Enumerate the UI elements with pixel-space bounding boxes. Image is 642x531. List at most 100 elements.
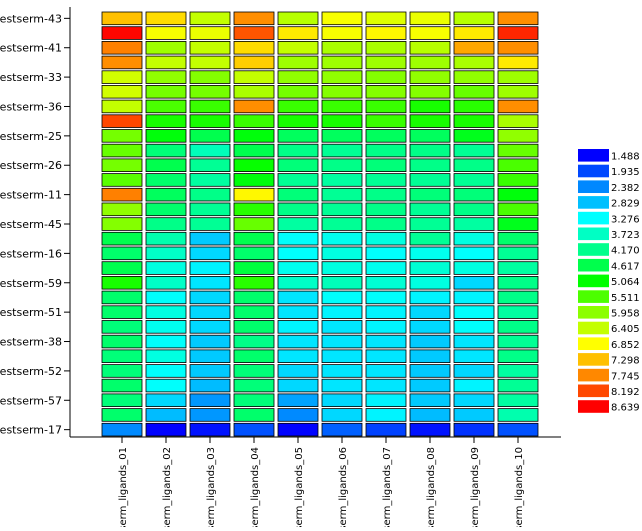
y-tick-label: testserm-16 <box>0 247 62 260</box>
legend-swatch <box>578 306 609 319</box>
heatmap-cell <box>233 231 275 246</box>
heatmap-cell <box>101 275 143 290</box>
legend-swatch <box>578 149 609 162</box>
heatmap-cell <box>497 11 539 26</box>
heatmap-cell <box>409 55 451 70</box>
heatmap-cell <box>321 55 363 70</box>
heatmap-cell <box>321 246 363 261</box>
heatmap-cell <box>145 187 187 202</box>
heatmap-cell <box>277 70 319 84</box>
heatmap-cell <box>453 85 495 99</box>
heatmap-cell <box>453 26 495 40</box>
heatmap-cell <box>409 408 451 422</box>
heatmap-cell <box>497 70 539 84</box>
heatmap-cell <box>453 11 495 26</box>
heatmap-cell <box>365 158 407 172</box>
heatmap-cell <box>409 187 451 202</box>
legend-label: 7.298 <box>611 356 640 367</box>
heatmap-cell <box>409 364 451 378</box>
heatmap-cell <box>145 364 187 378</box>
heatmap-cell <box>453 246 495 261</box>
heatmap-cell <box>145 246 187 261</box>
y-tick-label: testserm-38 <box>0 336 62 349</box>
heatmap-cell <box>189 158 231 172</box>
heatmap-cell <box>145 305 187 319</box>
x-tick-label: serm_ligands_10 <box>514 447 525 527</box>
heatmap-cell <box>497 349 539 363</box>
heatmap-cell <box>497 143 539 158</box>
heatmap-cell <box>101 187 143 202</box>
heatmap-cell <box>409 320 451 334</box>
heatmap-cell <box>233 290 275 305</box>
heatmap-cell <box>101 320 143 334</box>
heatmap-cell <box>277 173 319 187</box>
legend-label: 1.935 <box>611 167 640 178</box>
y-tick-label: testserm-33 <box>0 71 62 84</box>
heatmap-cell <box>189 41 231 55</box>
heatmap-cell <box>321 26 363 40</box>
legend-swatch <box>578 321 609 335</box>
heatmap-cell <box>233 55 275 70</box>
heatmap-cell <box>497 275 539 290</box>
heatmap-cell <box>365 55 407 70</box>
heatmap-cell <box>321 364 363 378</box>
heatmap-cell <box>233 349 275 363</box>
heatmap-cell <box>409 143 451 158</box>
heatmap-cell <box>365 290 407 305</box>
heatmap-cell <box>145 202 187 217</box>
y-tick-label: testserm-41 <box>0 42 62 55</box>
legend-label: 5.958 <box>611 309 640 320</box>
heatmap-cell <box>145 158 187 172</box>
heatmap-cell <box>365 422 407 437</box>
heatmap-cell <box>233 99 275 114</box>
y-tick-label: testserm-25 <box>0 130 62 143</box>
legend-swatch <box>578 384 609 398</box>
heatmap-cell <box>101 217 143 231</box>
heatmap-cell <box>189 290 231 305</box>
heatmap-cell <box>189 99 231 114</box>
heatmap-cell <box>233 320 275 334</box>
x-tick-label: serm_ligands_09 <box>470 447 481 527</box>
heatmap-cell <box>277 349 319 363</box>
heatmap-cell <box>321 158 363 172</box>
legend-label: 2.829 <box>611 199 640 210</box>
heatmap-cell <box>101 114 143 128</box>
heatmap-cell <box>277 246 319 261</box>
heatmap-cell <box>321 275 363 290</box>
heatmap-cell <box>101 408 143 422</box>
heatmap-cell <box>321 85 363 99</box>
heatmap-cell <box>145 143 187 158</box>
axes <box>69 7 561 438</box>
heatmap-cell <box>409 275 451 290</box>
y-tick-label: testserm-51 <box>0 306 62 319</box>
legend-label: 7.745 <box>611 371 640 382</box>
heatmap-cell <box>365 70 407 84</box>
heatmap-cell <box>409 378 451 393</box>
heatmap-cell <box>101 261 143 275</box>
heatmap-cell <box>277 231 319 246</box>
heatmap-cell <box>233 261 275 275</box>
heatmap-cell <box>453 143 495 158</box>
heatmap-cell <box>145 231 187 246</box>
heatmap-cell <box>277 129 319 143</box>
heatmap-cell <box>145 349 187 363</box>
heatmap-cell <box>277 334 319 349</box>
heatmap-cell <box>233 217 275 231</box>
heatmap-cell <box>497 231 539 246</box>
heatmap-cell <box>321 393 363 407</box>
heatmap-cell <box>101 349 143 363</box>
heatmap-cell <box>497 422 539 437</box>
heatmap-cell <box>277 187 319 202</box>
heatmap-cell <box>365 261 407 275</box>
heatmap-cell <box>409 349 451 363</box>
heatmap-cell <box>189 173 231 187</box>
heatmap-cell <box>365 129 407 143</box>
heatmap-cell <box>409 70 451 84</box>
heatmap-cell <box>321 41 363 55</box>
heatmap-cell <box>189 246 231 261</box>
heatmap-cell <box>409 422 451 437</box>
heatmap-cell <box>189 55 231 70</box>
legend-swatch <box>578 243 609 256</box>
heatmap-cell <box>321 378 363 393</box>
